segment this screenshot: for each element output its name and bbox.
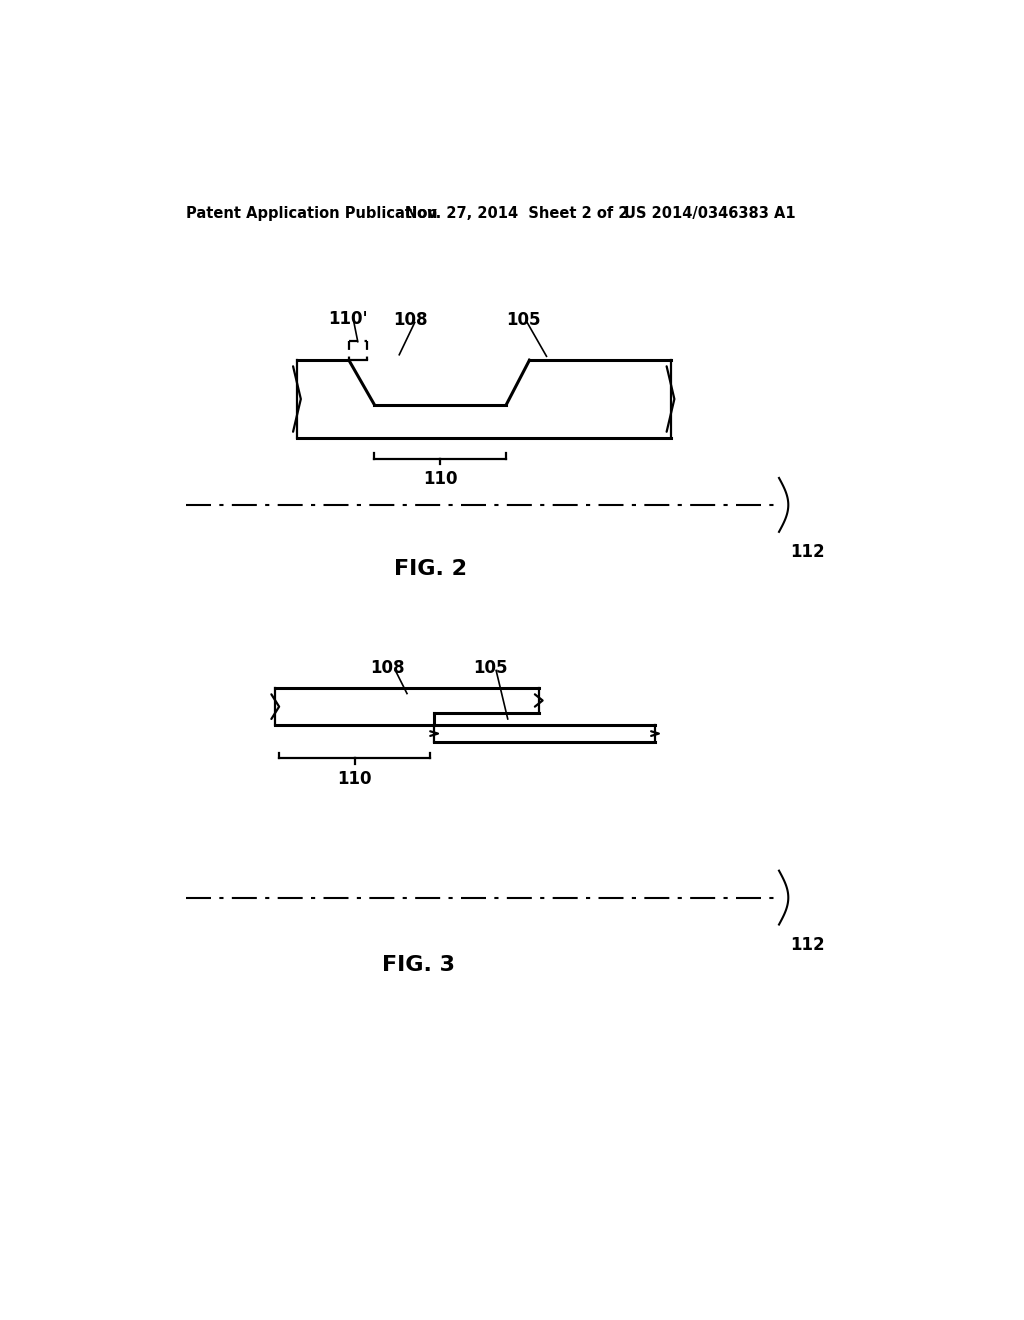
Text: 110: 110 <box>423 470 458 488</box>
Text: 105: 105 <box>473 659 508 677</box>
Text: 108: 108 <box>393 312 428 329</box>
Text: US 2014/0346383 A1: US 2014/0346383 A1 <box>624 206 796 222</box>
Text: FIG. 2: FIG. 2 <box>394 558 467 578</box>
Text: 110: 110 <box>338 770 372 788</box>
Text: Nov. 27, 2014  Sheet 2 of 2: Nov. 27, 2014 Sheet 2 of 2 <box>406 206 629 222</box>
Text: 108: 108 <box>371 659 404 677</box>
Text: 105: 105 <box>506 312 541 329</box>
Text: FIG. 3: FIG. 3 <box>382 956 455 975</box>
Text: 110': 110' <box>329 310 369 329</box>
Text: 112: 112 <box>791 544 825 561</box>
Text: Patent Application Publication: Patent Application Publication <box>186 206 437 222</box>
Text: 112: 112 <box>791 936 825 954</box>
